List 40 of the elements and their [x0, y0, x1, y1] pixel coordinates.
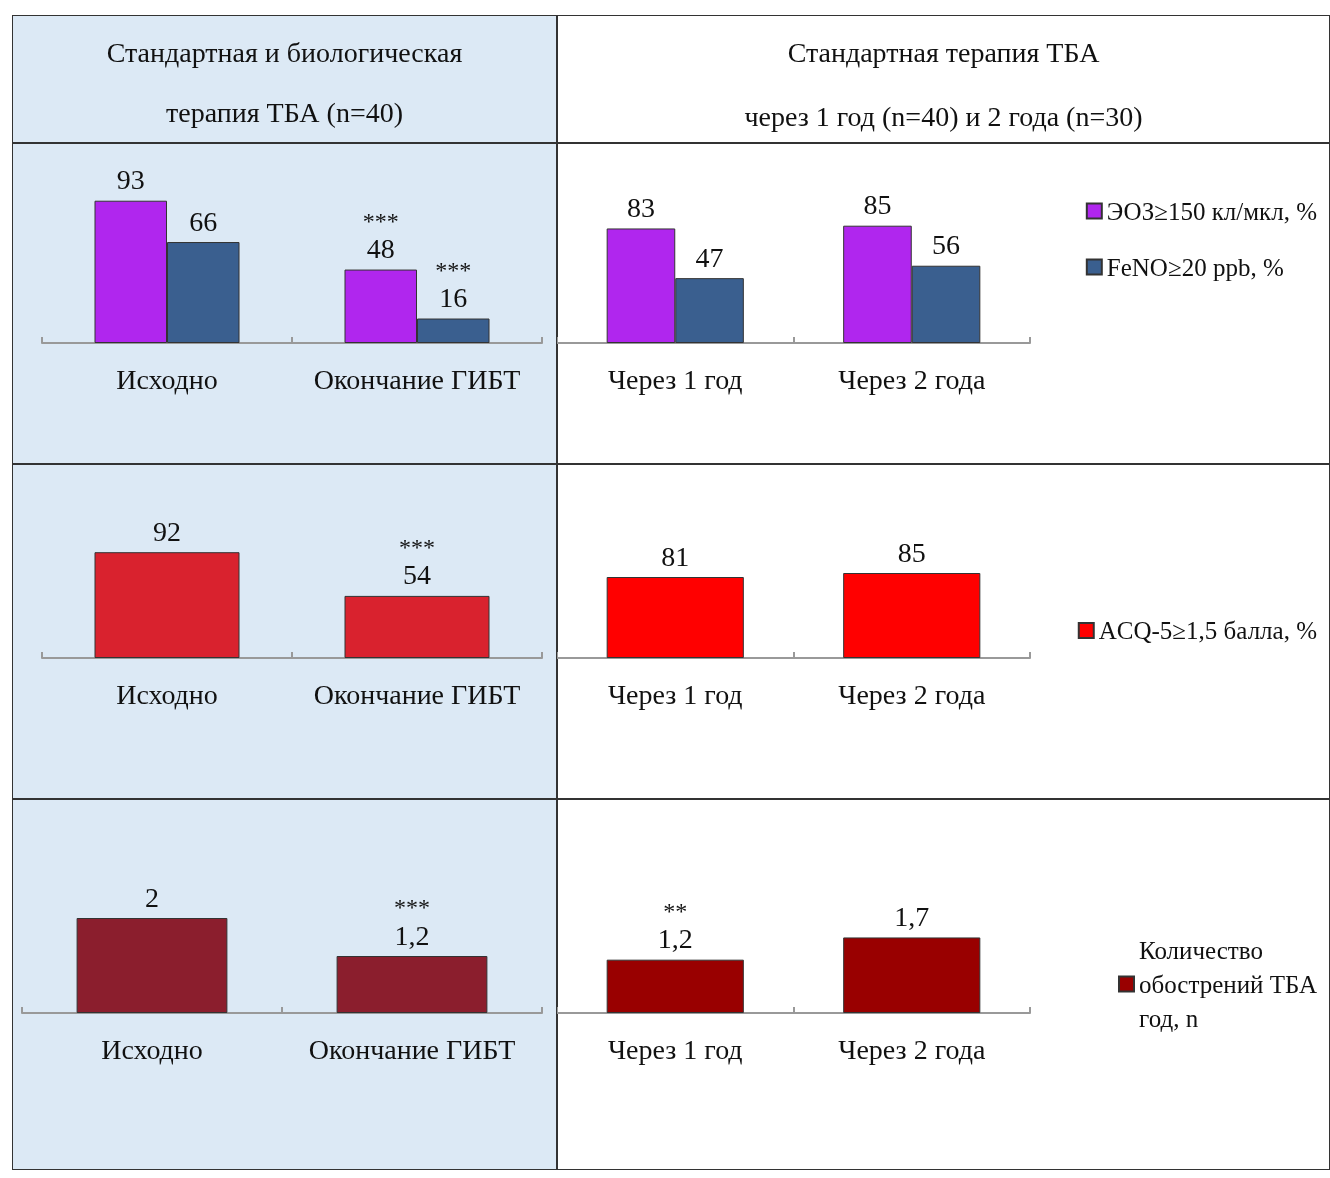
data-label: 48 — [366, 233, 395, 265]
data-label: 47 — [695, 241, 724, 273]
data-label: 1,7 — [894, 900, 930, 932]
annotation: *** — [399, 533, 435, 560]
x-tick-label: Окончание ГИБТ — [313, 678, 521, 710]
x-tick-label: Окончание ГИБТ — [313, 363, 521, 395]
x-tick-label: Через 2 года — [838, 363, 986, 395]
annotation: *** — [362, 207, 399, 234]
data-label: 85 — [897, 536, 926, 568]
annotation: *** — [394, 894, 430, 920]
data-label: 16 — [439, 282, 468, 314]
chart-title: Стандартная терапия ТБА — [787, 36, 1101, 68]
annotation: ** — [663, 897, 688, 924]
legend-label: FeNO≥20 ppb, % — [1106, 253, 1284, 281]
legend-label: ACQ-5≥1,5 балла, % — [1098, 617, 1318, 644]
chart-title: Стандартная и биологическая терапия ТБА (n=40) — [106, 36, 463, 128]
x-tick-label: Через 2 года — [838, 678, 986, 710]
data-label: 66 — [189, 205, 218, 237]
x-tick-label: Через 2 года — [838, 1033, 986, 1065]
data-label: 54 — [403, 559, 431, 591]
data-label: 1,2 — [657, 923, 693, 955]
data-label: 93 — [116, 164, 145, 196]
data-label: 83 — [626, 191, 655, 223]
data-label: 56 — [932, 229, 961, 261]
data-label: 81 — [661, 540, 690, 572]
x-tick-label: Через 1 год — [607, 363, 743, 395]
data-label: 2 — [145, 881, 159, 913]
x-tick-label: Исходно — [116, 363, 218, 395]
data-label: 92 — [153, 515, 181, 547]
x-tick-label: Через 1 год — [607, 1033, 743, 1065]
legend-label: Количество обострений ТБА год, n — [1139, 936, 1318, 1032]
x-tick-label: Окончание ГИБТ — [308, 1033, 516, 1065]
chart-subtitle: через 1 год (n=40) и 2 года (n=30) — [744, 100, 1143, 132]
annotation: *** — [435, 256, 472, 283]
legend-label: ЭОЗ≥150 кл/мкл, % — [1106, 197, 1318, 225]
data-label: 1,2 — [394, 919, 430, 951]
x-tick-label: Исходно — [116, 678, 218, 710]
data-label: 85 — [863, 189, 892, 221]
x-tick-label: Через 1 год — [607, 678, 743, 710]
x-tick-label: Исходно — [101, 1033, 203, 1065]
